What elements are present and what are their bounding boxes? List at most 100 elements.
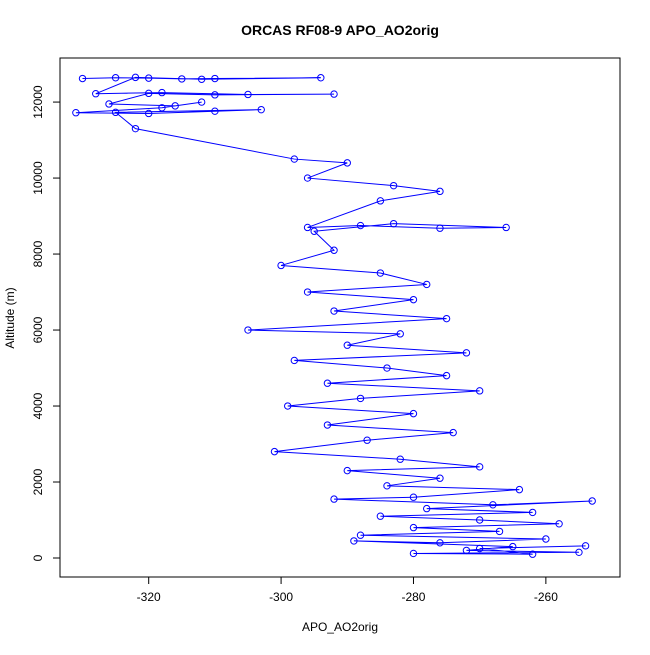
- data-point: [581, 542, 590, 550]
- data-point: [290, 356, 299, 365]
- data-point: [396, 330, 404, 338]
- data-point: [111, 108, 120, 117]
- data-point: [343, 159, 351, 167]
- y-tick-label: 2000: [31, 468, 45, 495]
- data-point: [528, 550, 537, 558]
- data-point: [244, 326, 252, 334]
- data-point: [423, 280, 431, 289]
- data-point: [436, 539, 444, 547]
- data-point: [92, 90, 100, 98]
- data-point: [144, 109, 153, 118]
- data-point: [442, 371, 451, 380]
- data-point: [303, 223, 312, 232]
- data-point: [350, 537, 358, 545]
- data-point: [197, 98, 206, 106]
- y-tick-label: 6000: [31, 316, 45, 343]
- data-point: [436, 187, 444, 196]
- data-point: [389, 181, 398, 190]
- data-point: [310, 227, 318, 235]
- data-point: [409, 493, 418, 501]
- series-line: [75, 76, 593, 555]
- data-point: [211, 107, 219, 115]
- x-axis-label: APO_AO2orig: [302, 620, 378, 634]
- data-point: [396, 455, 404, 463]
- data-point: [356, 221, 365, 230]
- data-point: [515, 485, 524, 494]
- data-point: [409, 295, 418, 304]
- data-point: [144, 89, 153, 98]
- data-point: [462, 349, 471, 357]
- data-point: [436, 224, 444, 232]
- data-point: [495, 527, 504, 536]
- data-point: [158, 104, 166, 112]
- data-point: [270, 447, 279, 456]
- data-point: [105, 100, 113, 108]
- data-point: [542, 535, 550, 543]
- data-point: [356, 394, 365, 403]
- data-point: [211, 74, 219, 83]
- data-point: [144, 74, 153, 82]
- y-tick-label: 8000: [31, 240, 45, 267]
- data-point: [277, 261, 285, 270]
- data-point: [436, 474, 444, 482]
- data-point: [330, 495, 338, 503]
- data-point: [462, 546, 471, 555]
- data-point: [409, 549, 418, 558]
- data-point: [211, 91, 219, 99]
- data-point: [356, 531, 365, 539]
- data-point: [588, 497, 596, 505]
- data-point: [389, 219, 398, 228]
- data-point: [509, 542, 517, 551]
- data-point: [72, 109, 80, 117]
- y-axis-label: Altitude (m): [3, 287, 17, 348]
- data-point: [423, 504, 431, 513]
- data-point: [363, 436, 371, 444]
- y-tick-label: 12000: [31, 85, 45, 119]
- y-tick-label: 4000: [31, 392, 45, 419]
- data-point: [409, 409, 418, 418]
- data-point: [528, 508, 537, 517]
- data-point: [131, 73, 140, 82]
- x-tick-label: -320: [137, 590, 161, 604]
- x-tick-label: -280: [401, 590, 425, 604]
- x-tick-label: -300: [269, 590, 293, 604]
- data-point: [111, 74, 120, 82]
- data-point: [303, 174, 312, 182]
- data-point: [449, 428, 457, 437]
- data-point: [376, 197, 385, 205]
- data-point: [343, 466, 351, 475]
- data-point: [284, 402, 292, 410]
- data-point: [131, 124, 140, 133]
- data-point: [323, 421, 332, 429]
- data-point: [502, 223, 510, 232]
- data-point: [376, 269, 385, 277]
- data-point: [257, 105, 265, 114]
- data-point: [317, 74, 325, 82]
- data-point: [343, 341, 351, 349]
- data-point: [475, 387, 484, 395]
- data-point: [475, 463, 484, 471]
- data-point: [78, 74, 87, 83]
- x-tick-label: -260: [534, 590, 558, 604]
- data-point: [330, 246, 338, 254]
- data-point: [383, 364, 391, 372]
- data-point: [575, 548, 583, 557]
- data-point: [158, 88, 166, 97]
- data-point: [330, 90, 338, 98]
- data-point: [442, 314, 451, 323]
- data-point: [409, 523, 418, 532]
- chart-title: ORCAS RF08-9 APO_AO2orig: [241, 22, 439, 38]
- y-tick-label: 0: [31, 554, 45, 561]
- data-point: [383, 482, 391, 490]
- data-point: [475, 516, 484, 524]
- data-point: [475, 544, 484, 553]
- data-point: [178, 75, 186, 83]
- data-point: [244, 90, 252, 99]
- data-point: [489, 501, 497, 509]
- data-point: [376, 512, 385, 520]
- data-point: [197, 75, 206, 83]
- y-tick-label: 10000: [31, 161, 45, 195]
- data-point: [323, 379, 332, 387]
